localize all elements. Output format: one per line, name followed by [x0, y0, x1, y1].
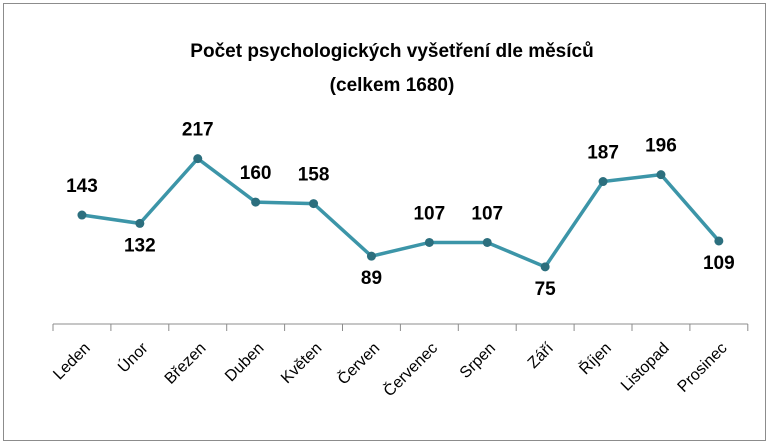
data-label: 187 — [587, 143, 619, 164]
data-label: 196 — [645, 136, 677, 157]
data-point — [309, 199, 319, 209]
data-label: 160 — [240, 163, 272, 184]
data-point — [424, 237, 434, 247]
data-point — [598, 177, 608, 187]
chart-title: Počet psychologických vyšetření dle měsí… — [190, 41, 593, 62]
data-label: 132 — [124, 235, 156, 256]
data-label: 217 — [182, 120, 214, 141]
data-label: 109 — [703, 253, 735, 274]
chart-subtitle: (celkem 1680) — [330, 75, 455, 96]
data-point — [193, 154, 203, 164]
data-line — [81, 156, 721, 270]
data-point — [251, 197, 261, 207]
data-point — [656, 170, 666, 180]
data-point — [366, 251, 376, 261]
data-label: 75 — [535, 279, 557, 300]
data-label: 107 — [413, 203, 445, 224]
data-point — [540, 262, 550, 272]
data-point — [482, 237, 492, 247]
data-label: 89 — [361, 268, 382, 289]
data-point — [714, 236, 724, 246]
data-label: 158 — [298, 165, 330, 186]
chart-frame — [3, 3, 766, 441]
data-point — [77, 210, 87, 220]
data-point — [135, 218, 145, 228]
data-label: 107 — [471, 203, 503, 224]
data-label: 143 — [66, 176, 98, 197]
